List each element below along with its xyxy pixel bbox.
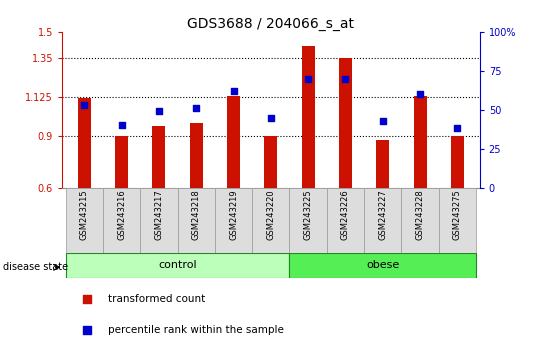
Bar: [376, 140, 389, 188]
Text: GSM243215: GSM243215: [80, 190, 89, 240]
Bar: [115, 136, 128, 188]
Text: GSM243216: GSM243216: [117, 190, 126, 240]
Text: obese: obese: [366, 261, 399, 270]
Text: percentile rank within the sample: percentile rank within the sample: [108, 325, 284, 335]
Point: [229, 88, 238, 94]
Bar: [289, 188, 327, 253]
Text: GSM243217: GSM243217: [155, 190, 163, 240]
Point: [118, 122, 126, 128]
Text: transformed count: transformed count: [108, 294, 206, 304]
Point: [304, 76, 313, 81]
Bar: [66, 188, 103, 253]
Point: [155, 108, 163, 114]
Text: GSM243226: GSM243226: [341, 190, 350, 240]
Bar: [215, 188, 252, 253]
Text: GSM243220: GSM243220: [266, 190, 275, 240]
Bar: [178, 188, 215, 253]
Text: GSM243219: GSM243219: [229, 190, 238, 240]
Bar: [153, 126, 165, 188]
Bar: [289, 253, 476, 278]
Bar: [364, 188, 402, 253]
Text: disease state: disease state: [3, 262, 68, 272]
Point: [83, 327, 92, 332]
Bar: [103, 188, 140, 253]
Point: [83, 296, 92, 302]
Bar: [190, 123, 203, 188]
Bar: [252, 188, 289, 253]
Point: [341, 76, 350, 81]
Bar: [140, 188, 178, 253]
Title: GDS3688 / 204066_s_at: GDS3688 / 204066_s_at: [188, 17, 354, 31]
Point: [80, 102, 89, 108]
Bar: [339, 58, 352, 188]
Bar: [264, 136, 278, 188]
Bar: [302, 46, 315, 188]
Bar: [451, 136, 464, 188]
Bar: [439, 188, 476, 253]
Bar: [327, 188, 364, 253]
Point: [266, 115, 275, 120]
Point: [192, 105, 201, 111]
Point: [416, 91, 424, 97]
Text: GSM243275: GSM243275: [453, 190, 462, 240]
Bar: [227, 96, 240, 188]
Text: GSM243228: GSM243228: [416, 190, 425, 240]
Text: control: control: [158, 261, 197, 270]
Bar: [78, 98, 91, 188]
Text: GSM243218: GSM243218: [192, 190, 201, 240]
Bar: [402, 188, 439, 253]
Text: GSM243225: GSM243225: [303, 190, 313, 240]
Bar: [66, 253, 289, 278]
Point: [378, 118, 387, 124]
Point: [453, 126, 461, 131]
Text: GSM243227: GSM243227: [378, 190, 387, 240]
Bar: [413, 96, 426, 188]
